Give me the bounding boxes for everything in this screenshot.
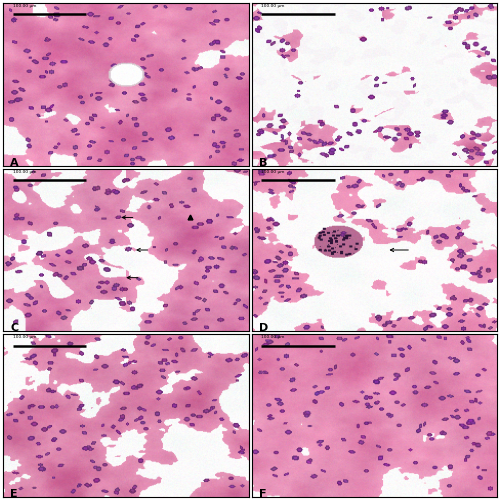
Text: F: F xyxy=(259,489,266,499)
Text: 100.00 μm: 100.00 μm xyxy=(13,170,36,173)
Text: 100.00 μm: 100.00 μm xyxy=(13,335,36,339)
Text: E: E xyxy=(10,489,18,499)
Text: 100.00 μm: 100.00 μm xyxy=(262,335,284,339)
Text: 100.00 μm: 100.00 μm xyxy=(262,4,284,8)
Text: 100.00 μm: 100.00 μm xyxy=(13,4,36,8)
Text: A: A xyxy=(10,158,19,168)
Text: B: B xyxy=(259,158,267,168)
Text: C: C xyxy=(10,323,18,333)
Text: 100.00 μm: 100.00 μm xyxy=(262,170,284,173)
Text: D: D xyxy=(259,323,268,333)
